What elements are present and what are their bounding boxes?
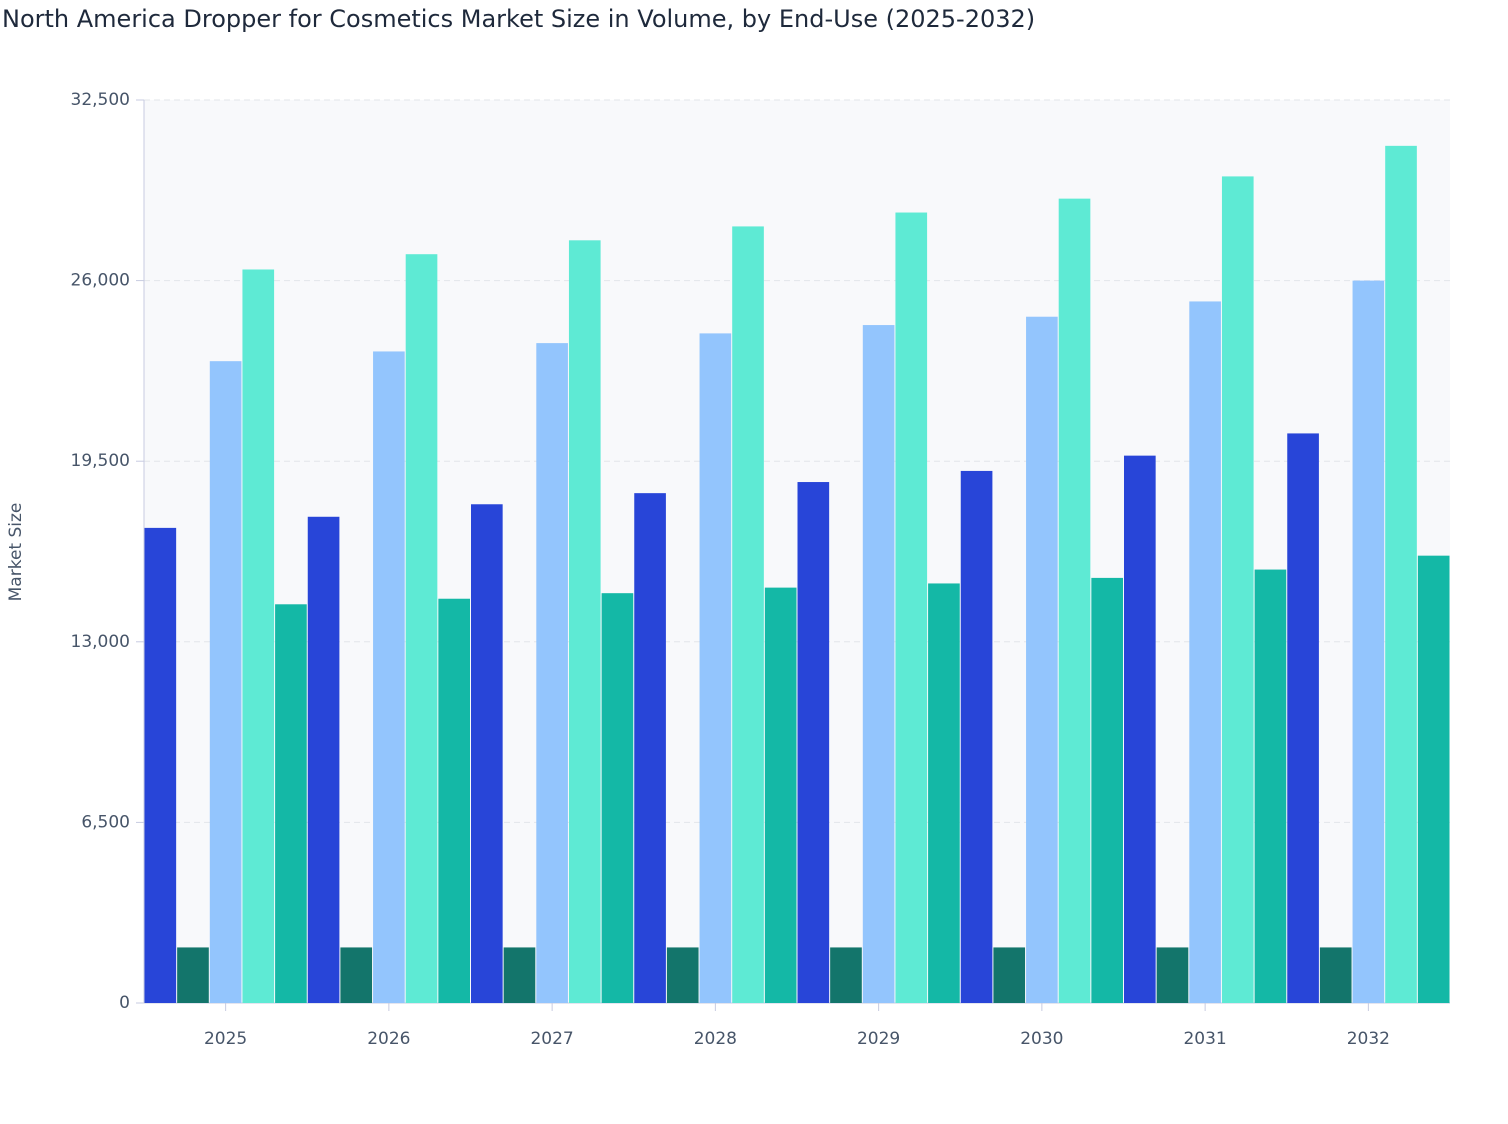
bar: [568, 240, 601, 1003]
y-tick-label: 32,500: [71, 90, 130, 110]
plot-background: [144, 100, 1450, 1003]
bar: [666, 947, 699, 1003]
y-axis-label: Market Size: [6, 503, 26, 602]
x-tick-label: 2026: [367, 1029, 410, 1049]
bar: [1156, 947, 1189, 1003]
bar: [797, 482, 830, 1003]
x-tick-label: 2027: [530, 1029, 573, 1049]
bar: [634, 493, 666, 1003]
bar: [1385, 145, 1417, 1004]
bar: [928, 583, 960, 1003]
x-tick-label: 2032: [1347, 1029, 1390, 1049]
bar: [732, 226, 764, 1004]
x-tick-label: 2030: [1020, 1029, 1063, 1049]
bar: [405, 254, 438, 1004]
y-tick-label: 13,000: [71, 632, 130, 652]
bar: [1091, 577, 1123, 1003]
bar: [1352, 280, 1385, 1004]
x-tick-label: 2028: [694, 1029, 737, 1049]
y-tick-label: 19,500: [71, 451, 130, 471]
bar: [1124, 455, 1156, 1003]
y-tick-label: 0: [119, 993, 130, 1013]
bar: [438, 598, 470, 1003]
x-tick-label: 2029: [857, 1029, 900, 1049]
bar: [340, 947, 373, 1003]
bar: [373, 351, 405, 1003]
bar: [862, 325, 895, 1003]
bar: [1417, 555, 1450, 1003]
bar: [177, 947, 209, 1003]
bar: [275, 604, 307, 1003]
bar: [1058, 198, 1091, 1004]
bar: [1319, 947, 1352, 1003]
bar: [601, 593, 634, 1003]
bar: [209, 361, 242, 1003]
bar: [1254, 569, 1287, 1003]
bar: [503, 947, 536, 1003]
x-tick-label: 2031: [1183, 1029, 1226, 1049]
bar: [144, 527, 177, 1003]
y-tick-label: 6,500: [81, 812, 130, 832]
bar: [1026, 316, 1058, 1004]
bar: [307, 516, 340, 1003]
y-tick-label: 26,000: [71, 271, 130, 291]
bar: [242, 269, 275, 1003]
bar: [1287, 433, 1319, 1003]
x-tick-label: 2025: [204, 1029, 247, 1049]
bar: [1189, 301, 1221, 1003]
bar: [764, 587, 797, 1003]
bar: [536, 343, 568, 1004]
bar: [699, 333, 732, 1004]
bar: [895, 212, 928, 1003]
chart-title: North America Dropper for Cosmetics Mark…: [2, 5, 1035, 33]
bar: [830, 947, 862, 1003]
bar: [960, 470, 993, 1003]
bar: [1221, 176, 1254, 1003]
bar: [993, 947, 1026, 1003]
bar: [471, 504, 503, 1003]
